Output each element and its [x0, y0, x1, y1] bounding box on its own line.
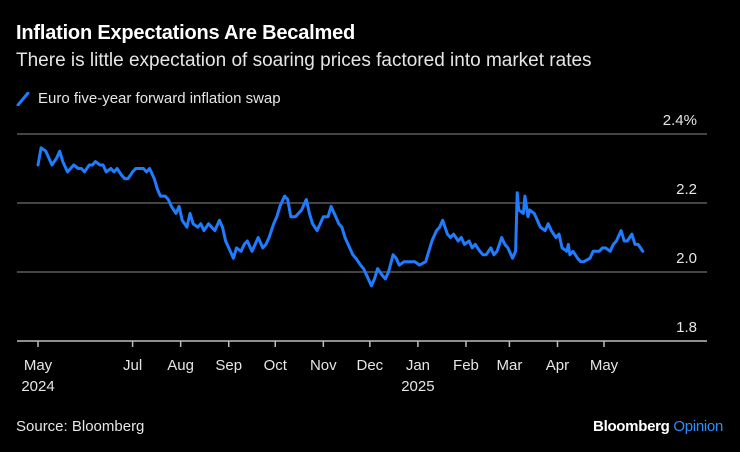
brand-logo: Bloomberg Opinion — [593, 418, 723, 435]
y-tick-label: 1.8 — [676, 319, 697, 336]
x-tick-label: Sep — [215, 357, 242, 374]
x-tick-label: May — [24, 357, 53, 374]
x-tick-label: May — [590, 357, 619, 374]
y-tick-label: 2.4% — [663, 112, 697, 129]
brand-suffix: Opinion — [673, 418, 723, 435]
x-tick-label: Oct — [264, 357, 288, 374]
x-tick-label: Jan — [406, 357, 430, 374]
x-tick-label: Apr — [546, 357, 569, 374]
x-tick-label: Jul — [123, 357, 142, 374]
x-tick-label: Aug — [167, 357, 194, 374]
y-tick-label: 2.0 — [676, 250, 697, 267]
chart-title: Inflation Expectations Are Becalmed — [16, 22, 356, 44]
source-note: Source: Bloomberg — [16, 418, 145, 435]
series-line-euro-inflation-swap — [36, 146, 645, 288]
x-tick-label: Nov — [310, 357, 337, 374]
legend-label: Euro five-year forward inflation swap — [38, 90, 281, 107]
x-tick-label: Mar — [496, 357, 522, 374]
chart-subtitle: There is little expectation of soaring p… — [16, 50, 592, 71]
x-tick-year-label: 2025 — [401, 378, 434, 395]
x-tick-year-label: 2024 — [21, 378, 54, 395]
x-tick-label: Feb — [453, 357, 479, 374]
x-tick-label: Dec — [357, 357, 384, 374]
legend-line-icon — [16, 91, 30, 106]
legend: Euro five-year forward inflation swap — [16, 90, 281, 107]
y-tick-label: 2.2 — [676, 181, 697, 198]
brand-name: Bloomberg — [593, 418, 670, 435]
